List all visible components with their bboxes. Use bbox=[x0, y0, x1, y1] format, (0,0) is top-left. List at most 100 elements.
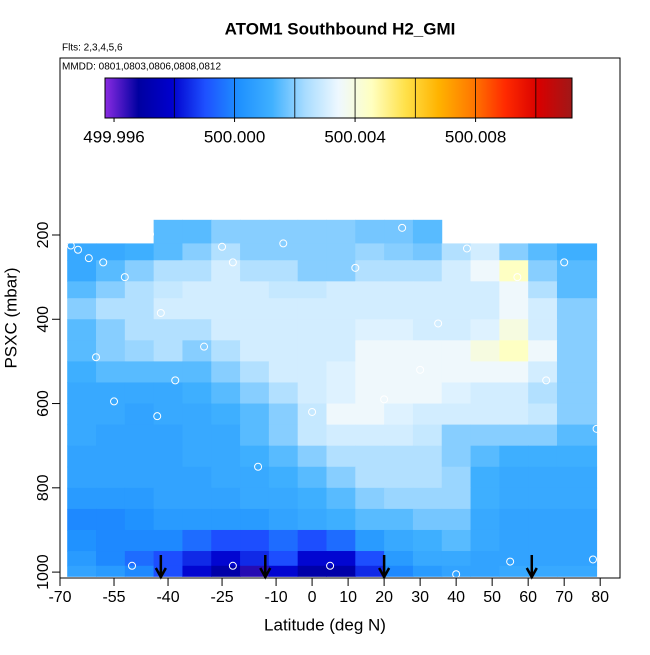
heat-cell bbox=[211, 319, 241, 341]
arrow-head bbox=[154, 567, 167, 580]
arrow-head bbox=[525, 567, 538, 580]
heat-cell bbox=[441, 487, 472, 510]
heat-cell bbox=[268, 382, 299, 405]
heat-cell bbox=[268, 260, 299, 282]
x-tick-label: 0 bbox=[308, 589, 317, 606]
heat-cell bbox=[124, 340, 155, 362]
heat-cell bbox=[412, 403, 443, 426]
sample-point bbox=[153, 412, 162, 421]
heat-cell bbox=[355, 281, 385, 299]
sample-point bbox=[99, 258, 108, 267]
heat-cell bbox=[240, 445, 270, 468]
heat-cell bbox=[556, 361, 598, 383]
heat-cell bbox=[412, 281, 443, 299]
heat-cell bbox=[528, 243, 558, 261]
heat-cell bbox=[355, 445, 385, 468]
heat-cell bbox=[441, 319, 472, 341]
heat-cell bbox=[326, 319, 356, 341]
heat-cell bbox=[240, 340, 270, 362]
sample-point bbox=[171, 376, 180, 385]
heat-cell bbox=[297, 361, 327, 383]
heat-cell bbox=[268, 298, 299, 320]
x-axis-label: Latitude (deg N) bbox=[264, 615, 386, 634]
heat-cell bbox=[528, 565, 558, 577]
heat-cell bbox=[268, 508, 299, 531]
heat-cell bbox=[268, 403, 299, 426]
heat-cell bbox=[441, 382, 472, 405]
sample-point bbox=[542, 376, 551, 385]
heat-cell bbox=[124, 466, 155, 489]
heat-cell bbox=[528, 281, 558, 299]
heat-cell bbox=[556, 340, 598, 362]
heat-cell bbox=[384, 260, 414, 282]
heat-cell bbox=[528, 424, 558, 447]
y-tick-label: 200 bbox=[35, 222, 52, 249]
y-tick-label: 600 bbox=[35, 390, 52, 417]
heat-cell bbox=[240, 424, 270, 447]
heat-cell bbox=[153, 529, 183, 552]
heat-cell bbox=[182, 565, 212, 577]
heat-cell bbox=[384, 445, 414, 468]
heat-cell bbox=[556, 298, 598, 320]
heat-cell bbox=[297, 382, 327, 405]
heat-cell bbox=[499, 319, 529, 341]
heat-cell bbox=[441, 298, 472, 320]
heat-cell bbox=[384, 466, 414, 489]
sample-point bbox=[66, 241, 75, 250]
heat-cell bbox=[326, 551, 356, 567]
heat-cell bbox=[153, 281, 183, 299]
heat-cell bbox=[124, 260, 155, 282]
heat-cell bbox=[499, 281, 529, 299]
heat-cell bbox=[412, 565, 443, 577]
heat-cell bbox=[268, 340, 299, 362]
note: MMDD: 0801,0803,0806,0808,0812 bbox=[62, 62, 221, 73]
heat-cell bbox=[441, 281, 472, 299]
heat-cell bbox=[412, 319, 443, 341]
sample-point bbox=[74, 245, 83, 254]
sample-point bbox=[200, 342, 209, 351]
sample-point bbox=[462, 244, 471, 253]
heat-cell bbox=[124, 281, 155, 299]
heat-cell bbox=[326, 243, 356, 261]
heat-cell bbox=[153, 319, 183, 341]
heat-cell bbox=[124, 565, 155, 577]
heat-cell bbox=[384, 361, 414, 383]
heat-cell bbox=[470, 487, 500, 510]
heat-cell bbox=[96, 340, 126, 362]
heat-cell bbox=[153, 243, 183, 261]
heat-cell bbox=[67, 382, 97, 405]
heat-cell bbox=[470, 466, 500, 489]
heat-cell bbox=[240, 219, 270, 244]
heat-cell bbox=[124, 508, 155, 531]
heat-cell bbox=[470, 319, 500, 341]
heat-cell bbox=[67, 340, 97, 362]
heat-cell bbox=[268, 487, 299, 510]
heat-cell bbox=[153, 508, 183, 531]
sample-point bbox=[434, 319, 443, 328]
sample-point bbox=[92, 353, 101, 362]
heat-cell bbox=[326, 424, 356, 447]
heat-cell bbox=[211, 565, 241, 577]
heat-cell bbox=[441, 260, 472, 282]
heat-cell bbox=[528, 445, 558, 468]
heat-cell bbox=[412, 466, 443, 489]
heat-cell bbox=[556, 319, 598, 341]
heat-cell bbox=[297, 260, 327, 282]
heat-cell bbox=[326, 340, 356, 362]
sample-point bbox=[128, 561, 137, 570]
heat-cell bbox=[268, 445, 299, 468]
heat-cell bbox=[499, 243, 529, 261]
heat-cell bbox=[412, 382, 443, 405]
x-tick-label: -40 bbox=[156, 589, 179, 606]
heat-cell bbox=[384, 551, 414, 567]
heat-cell bbox=[441, 361, 472, 383]
heat-cell bbox=[326, 260, 356, 282]
heat-cell bbox=[211, 403, 241, 426]
x-tick-label: -70 bbox=[48, 589, 71, 606]
heat-cell bbox=[326, 445, 356, 468]
subtitle: Flts: 2,3,4,5,6 bbox=[62, 43, 123, 54]
heat-cell bbox=[412, 243, 443, 261]
heat-cell bbox=[67, 565, 97, 577]
heat-cell bbox=[528, 529, 558, 552]
heat-cell bbox=[211, 361, 241, 383]
